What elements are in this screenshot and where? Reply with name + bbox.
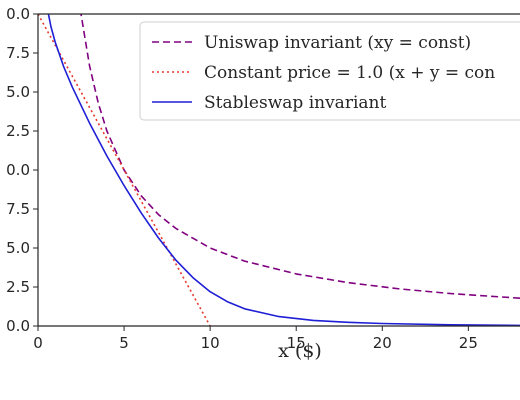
series-line-2 bbox=[47, 14, 520, 326]
legend: Uniswap invariant (xy = const) Constant p… bbox=[139, 21, 520, 121]
y-tick-label: 2.5 bbox=[6, 122, 30, 140]
y-tick-label: 0.0 bbox=[6, 317, 30, 335]
y-tick-label: 0.0 bbox=[6, 161, 30, 179]
x-axis-ticks: 0 5 10 15 20 25 bbox=[33, 326, 478, 352]
legend-label-2: Stableswap invariant bbox=[204, 93, 386, 113]
series-layer bbox=[38, 14, 520, 326]
legend-label-1: Constant price = 1.0 (x + y = con bbox=[204, 63, 495, 83]
y-axis-ticks: 0.0 2.5 5.0 7.5 0.0 2.5 5.0 7.5 0.0 bbox=[6, 5, 38, 335]
legend-frame bbox=[139, 21, 520, 121]
y-tick-label: 2.5 bbox=[6, 278, 30, 296]
y-tick-label: 5.0 bbox=[6, 239, 30, 257]
series-line-0 bbox=[80, 14, 520, 299]
series-line-1 bbox=[38, 14, 211, 326]
legend-label-0: Uniswap invariant (xy = const) bbox=[204, 33, 471, 53]
y-tick-label: 7.5 bbox=[6, 200, 30, 218]
y-tick-label: 5.0 bbox=[6, 83, 30, 101]
x-tick-label: 5 bbox=[119, 334, 129, 352]
x-tick-label: 15 bbox=[287, 334, 306, 352]
y-tick-label: 0.0 bbox=[6, 5, 30, 23]
x-tick-label: 25 bbox=[459, 334, 478, 352]
x-tick-label: 20 bbox=[373, 334, 392, 352]
x-tick-label: 10 bbox=[201, 334, 220, 352]
x-axis-title: x ($) bbox=[278, 340, 322, 362]
y-tick-label: 7.5 bbox=[6, 44, 30, 62]
x-tick-label: 0 bbox=[33, 334, 43, 352]
